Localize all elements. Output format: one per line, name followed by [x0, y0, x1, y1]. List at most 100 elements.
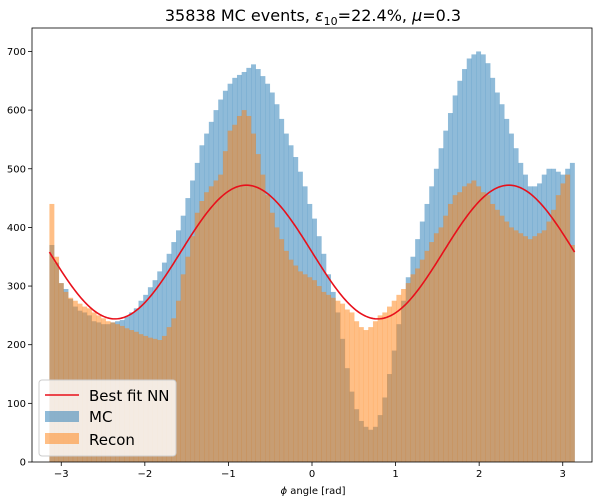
- bar-recon-58: [321, 291, 327, 462]
- bar-recon-47: [269, 212, 275, 462]
- x-tick-label: 2: [476, 469, 482, 480]
- bar-recon-1: [54, 256, 60, 462]
- bar-recon-76: [405, 283, 411, 462]
- bar-recon-74: [396, 294, 402, 462]
- bar-recon-87: [457, 192, 463, 462]
- bar-recon-105: [541, 230, 547, 462]
- bar-recon-69: [372, 321, 378, 462]
- title-eps-value: =22.4%,: [338, 6, 412, 25]
- bar-recon-46: [265, 195, 271, 462]
- fit-curve: [48, 184, 576, 320]
- bar-recon-106: [546, 221, 552, 462]
- y-tick-label: 600: [7, 106, 26, 117]
- bar-recon-94: [490, 203, 496, 462]
- bar-recon-40: [236, 115, 242, 462]
- bar-recon-68: [368, 327, 374, 462]
- legend: Best fit NN MC Recon: [38, 379, 177, 457]
- legend-mc-swatch: [45, 411, 79, 422]
- bar-recon-91: [476, 186, 482, 462]
- x-tick-label: −2: [137, 469, 152, 480]
- legend-fit-label: Best fit NN: [89, 387, 170, 405]
- bar-recon-93: [485, 195, 491, 462]
- bar-recon-32: [199, 201, 205, 462]
- bar-recon-48: [274, 227, 280, 462]
- bar-recon-79: [419, 259, 425, 462]
- x-tick-label: 1: [392, 469, 398, 480]
- bar-recon-78: [415, 268, 421, 462]
- bar-recon-66: [358, 327, 364, 462]
- bar-recon-72: [387, 306, 392, 462]
- bar-recon-43: [251, 133, 256, 462]
- bar-recon-45: [260, 174, 266, 462]
- bar-recon-56: [312, 280, 317, 462]
- legend-recon-label: Recon: [89, 431, 135, 449]
- x-axis-label-text: angle [rad]: [287, 486, 346, 497]
- y-tick-label: 400: [7, 223, 26, 234]
- bar-recon-89: [466, 183, 472, 463]
- title-mu-symbol: μ: [411, 6, 422, 25]
- bar-recon-111: [569, 245, 575, 462]
- bar-recon-63: [344, 309, 350, 462]
- bar-recon-88: [462, 186, 467, 462]
- bar-recon-57: [316, 286, 322, 462]
- bar-recon-100: [518, 233, 524, 462]
- bar-recon-107: [551, 209, 557, 462]
- bar-recon-29: [185, 256, 191, 462]
- bar-recon-71: [382, 312, 388, 462]
- title-mu-value: =0.3: [422, 6, 461, 25]
- bar-recon-82: [433, 233, 439, 462]
- bar-recon-39: [232, 124, 238, 463]
- bar-recon-75: [401, 288, 407, 462]
- x-axis-label: ϕ angle [rad]: [280, 486, 345, 497]
- bar-recon-95: [494, 209, 500, 462]
- bar-recon-62: [340, 303, 346, 462]
- bar-recon-70: [377, 315, 383, 462]
- chart-title: 35838 MC events, ε10=22.4%, μ=0.3: [165, 6, 461, 28]
- bar-recon-99: [513, 230, 519, 462]
- bar-recon-81: [429, 242, 435, 462]
- bar-recon-102: [527, 239, 533, 462]
- title-eps-sub: 10: [324, 15, 338, 28]
- bar-recon-49: [279, 239, 285, 462]
- bar-recon-77: [410, 274, 416, 462]
- bar-recon-104: [537, 233, 543, 462]
- x-tick-label: 3: [560, 469, 566, 480]
- bar-recon-50: [283, 250, 289, 462]
- y-tick-label: 0: [20, 458, 26, 469]
- bar-recon-44: [255, 154, 261, 462]
- bar-recon-33: [204, 192, 210, 462]
- bar-recon-28: [180, 274, 186, 462]
- bar-recon-109: [560, 183, 566, 463]
- bar-recon-108: [555, 195, 561, 462]
- bar-recon-96: [499, 215, 505, 462]
- bar-recon-64: [349, 312, 355, 462]
- y-tick-label: 500: [7, 164, 26, 175]
- bar-recon-101: [523, 236, 528, 462]
- bar-recon-36: [218, 174, 224, 462]
- x-tick-label: 0: [309, 469, 315, 480]
- bar-recon-59: [326, 294, 332, 462]
- x-tick-label: −3: [54, 469, 69, 480]
- bar-recon-27: [176, 300, 181, 462]
- bar-recon-60: [330, 297, 336, 462]
- fit-layer: [48, 184, 576, 320]
- bar-recon-3: [63, 291, 69, 462]
- bar-recon-65: [354, 321, 360, 462]
- title-eps-symbol: ε: [315, 6, 324, 25]
- bar-recon-67: [363, 330, 369, 462]
- bar-recon-86: [452, 195, 458, 462]
- bar-recon-55: [307, 277, 313, 462]
- bar-recon-53: [297, 271, 303, 462]
- bar-recon-90: [471, 180, 477, 463]
- y-tick-label: 700: [7, 47, 26, 58]
- x-tick-label: −1: [221, 469, 236, 480]
- bar-recon-103: [532, 236, 538, 462]
- axes-layer: −3 −2 −1 0 1 2 3 0 100 200 300 400 500 600 700: [7, 27, 593, 480]
- title-main: 35838 MC events,: [165, 6, 315, 25]
- bar-recon-37: [222, 151, 228, 462]
- legend-mc-label: MC: [89, 408, 112, 426]
- bar-recon-80: [424, 250, 430, 462]
- bar-recon-83: [438, 227, 444, 462]
- bar-recon-73: [391, 300, 397, 462]
